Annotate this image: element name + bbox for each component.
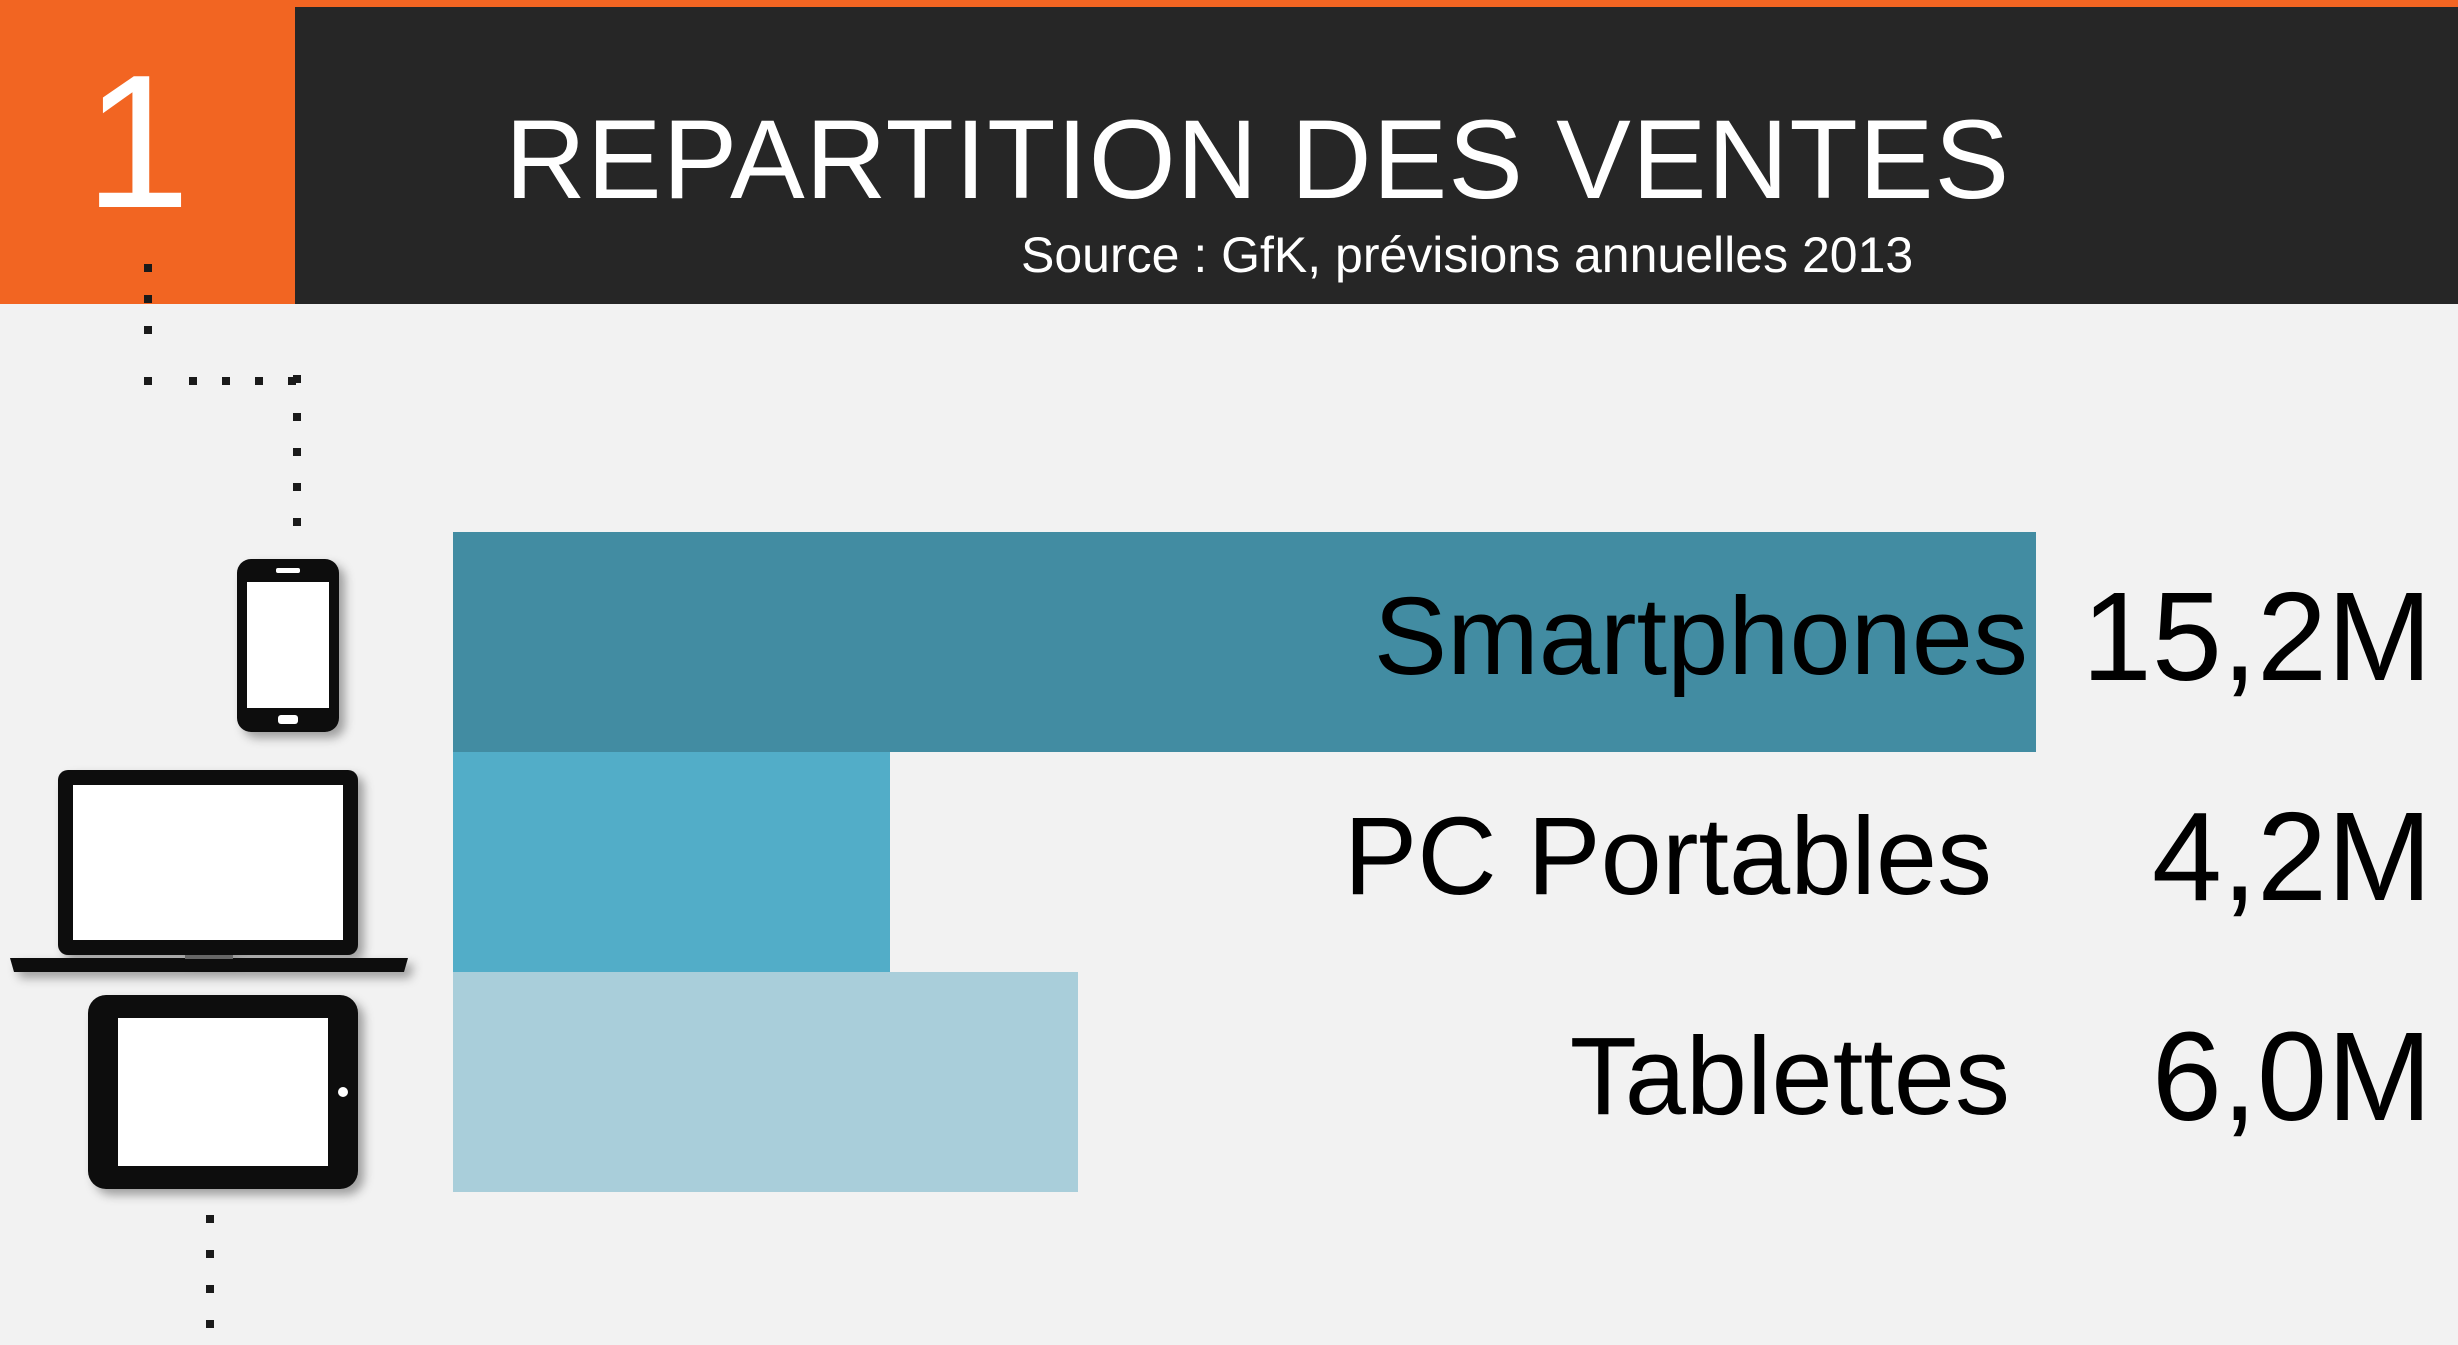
category-label: Tablettes [1569, 1015, 2010, 1138]
laptop-icon [10, 770, 408, 972]
section-number: 1 [84, 36, 191, 248]
top-accent-line [0, 0, 2458, 7]
category-label: PC Portables [1343, 795, 1992, 918]
value-label: 4,2M [2151, 786, 2432, 927]
value-label: 6,0M [2151, 1006, 2432, 1147]
header-band [0, 7, 2458, 304]
bar-pc-portables [453, 752, 891, 972]
category-label: Smartphones [1373, 575, 2028, 698]
smartphone-icon [237, 559, 339, 732]
tablet-icon [88, 995, 358, 1189]
dotted-connector [144, 264, 301, 1328]
source-note: Source : GfK, prévisions annuelles 2013 [1021, 227, 1914, 283]
section-number-box: 1 [0, 7, 295, 304]
page-title: REPARTITION DES VENTES [505, 97, 2011, 222]
bar-smartphones [453, 532, 2036, 752]
bar-tablettes [453, 972, 1078, 1192]
value-label: 15,2M [2081, 566, 2432, 707]
